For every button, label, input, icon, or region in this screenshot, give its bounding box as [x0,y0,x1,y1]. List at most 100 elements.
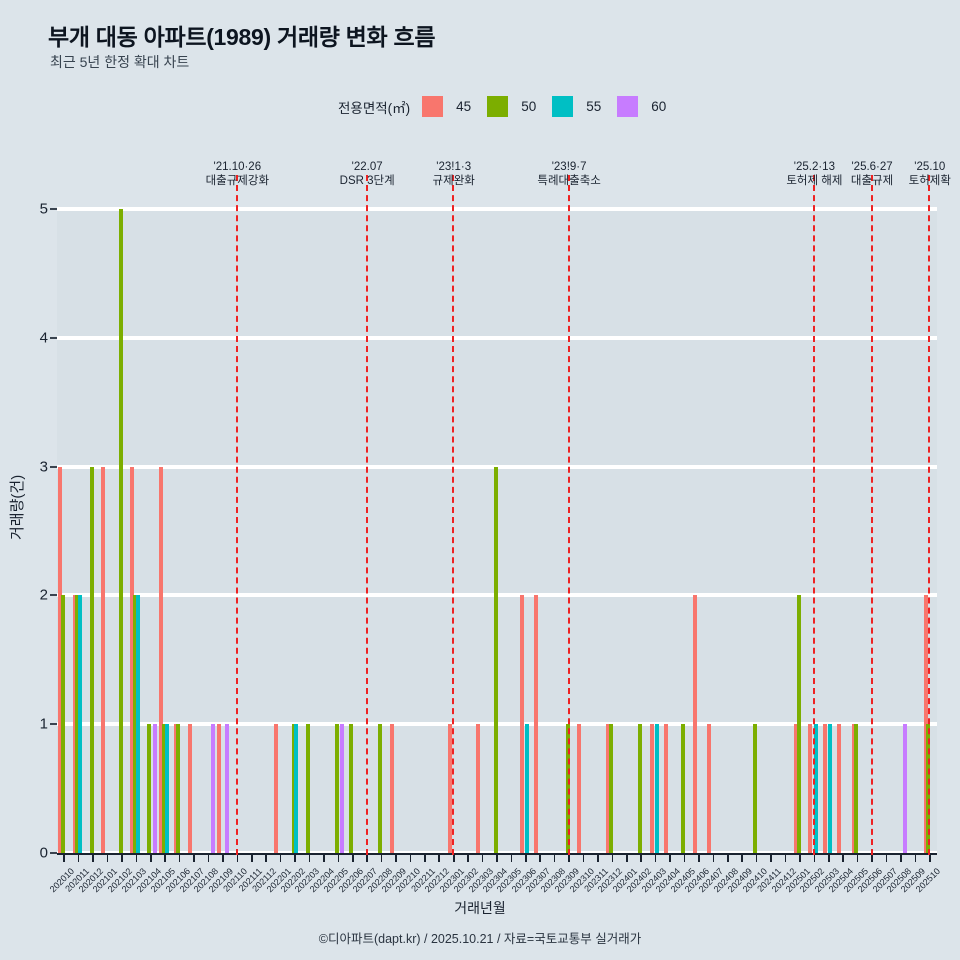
x-tick-mark-202506 [871,853,873,862]
bar-202104-50[interactable] [147,724,152,853]
event-date-202110: '21.10·26 [213,161,262,173]
bar-202010-45[interactable] [58,466,63,853]
x-axis-title: 거래년월 [454,900,506,916]
x-tick-mark-202104 [149,853,152,862]
bar-202301-45[interactable] [447,724,452,853]
x-tick-mark-202110 [236,853,239,862]
legend-item-45[interactable]: 45 [422,96,471,117]
bar-202404-45[interactable] [664,724,668,853]
bar-202011-45[interactable] [72,595,77,853]
legend-item-55[interactable]: 55 [552,96,601,117]
bar-202109-45[interactable] [216,724,221,853]
x-tick-mark-202401 [626,853,628,862]
bar-202012-50[interactable] [89,466,94,853]
bar-202503-45[interactable] [822,724,827,853]
bar-202106-50[interactable] [176,724,181,853]
bar-202206-50[interactable] [349,724,354,853]
footer-credit: ©디아파트(dapt.kr) / 2025.10.21 / 자료=국토교통부 실… [318,932,642,946]
bar-202104-60[interactable] [152,724,157,853]
x-tick-mark-202308 [553,853,556,862]
bar-202505-45[interactable] [851,724,856,853]
legend-swatch-60 [617,96,639,117]
event-label-202207: '22.07 DSR 3단계 [340,160,395,189]
bar-202501-45[interactable] [793,724,798,853]
bar-202312-50[interactable] [609,724,614,853]
bar-202306-45[interactable] [519,595,524,853]
legend-item-60[interactable]: 60 [617,96,666,117]
x-tick-mark-202404 [669,853,671,862]
bar-202503-55[interactable] [828,724,833,853]
x-tick-mark-202303 [481,853,484,862]
x-tick-mark-202309 [568,853,570,862]
legend-label-45: 45 [456,99,472,114]
bar-202504-45[interactable] [837,724,842,853]
bar-202410-50[interactable] [753,724,758,853]
x-tick-mark-202412 [784,853,787,862]
event-label-202301: '23!1·3 규제완화 [433,160,475,189]
event-line-202510 [928,175,931,855]
bar-202307-45[interactable] [534,595,539,853]
bar-202309-50[interactable] [565,724,570,853]
bar-202201-45[interactable] [274,724,279,853]
bar-202501-50[interactable] [796,595,801,853]
bar-202205-50[interactable] [334,724,339,853]
bar-202403-55[interactable] [655,724,660,853]
x-tick-mark-202107 [193,853,195,862]
bar-202403-45[interactable] [649,724,654,853]
bar-202510-45[interactable] [923,595,928,853]
bar-202312-45[interactable] [606,724,611,853]
bar-202202-50[interactable] [291,724,296,853]
y-tick-label-0: 0 [39,844,48,862]
x-tick-mark-202206 [351,853,354,862]
bar-202107-45[interactable] [187,724,192,853]
bar-202303-45[interactable] [476,724,481,853]
bar-202208-50[interactable] [378,724,383,853]
y-tick-mark-5 [50,208,57,210]
bar-202505-50[interactable] [854,724,859,853]
bar-202209-45[interactable] [389,724,394,853]
event-label-202309: '23!9·7 특례대출축소 [537,160,600,189]
bar-202502-45[interactable] [808,724,813,853]
x-tick-mark-202408 [727,853,729,862]
x-tick-mark-202410 [755,853,758,862]
bar-202108-60[interactable] [210,724,215,853]
bar-202203-50[interactable] [306,724,311,853]
x-tick-mark-202203 [308,853,311,862]
bar-202508-60[interactable] [903,724,908,853]
bar-202106-45[interactable] [173,724,178,853]
bar-202402-50[interactable] [637,724,642,853]
bar-202010-50[interactable] [60,595,65,853]
bar-202510-50[interactable] [926,724,931,853]
bar-202502-55[interactable] [813,724,818,853]
bar-202102-50[interactable] [118,209,123,853]
bar-202205-60[interactable] [340,724,345,853]
bar-202406-45[interactable] [692,595,697,853]
x-tick-mark-202305 [510,853,513,862]
bar-202103-50[interactable] [132,595,137,853]
bar-202103-45[interactable] [130,466,135,853]
bar-202304-50[interactable] [493,466,498,853]
legend-item-50[interactable]: 50 [487,96,536,117]
event-line-202207 [365,175,368,855]
bar-202407-45[interactable] [707,724,712,853]
bar-202011-50[interactable] [75,595,80,853]
x-tick-mark-202111 [250,853,253,862]
bar-202109-60[interactable] [225,724,229,853]
bar-202202-55[interactable] [294,724,299,853]
event-text-202502: 토허제 해제 [786,175,843,187]
bar-202105-55[interactable] [164,724,169,853]
bar-202105-50[interactable] [161,724,166,853]
bar-202103-55[interactable] [135,595,140,853]
bar-202405-50[interactable] [681,724,686,853]
x-tick-mark-202504 [842,853,845,862]
event-line-202110 [236,175,239,855]
x-tick-mark-202105 [164,853,166,862]
bar-202101-45[interactable] [101,466,106,853]
bar-202011-55[interactable] [78,595,82,853]
x-tick-mark-202204 [323,853,325,862]
bar-202306-55[interactable] [525,724,530,853]
bar-202310-45[interactable] [577,724,582,853]
bar-202105-45[interactable] [159,466,164,853]
legend-swatch-55 [552,96,574,117]
x-tick-mark-202405 [683,853,686,862]
